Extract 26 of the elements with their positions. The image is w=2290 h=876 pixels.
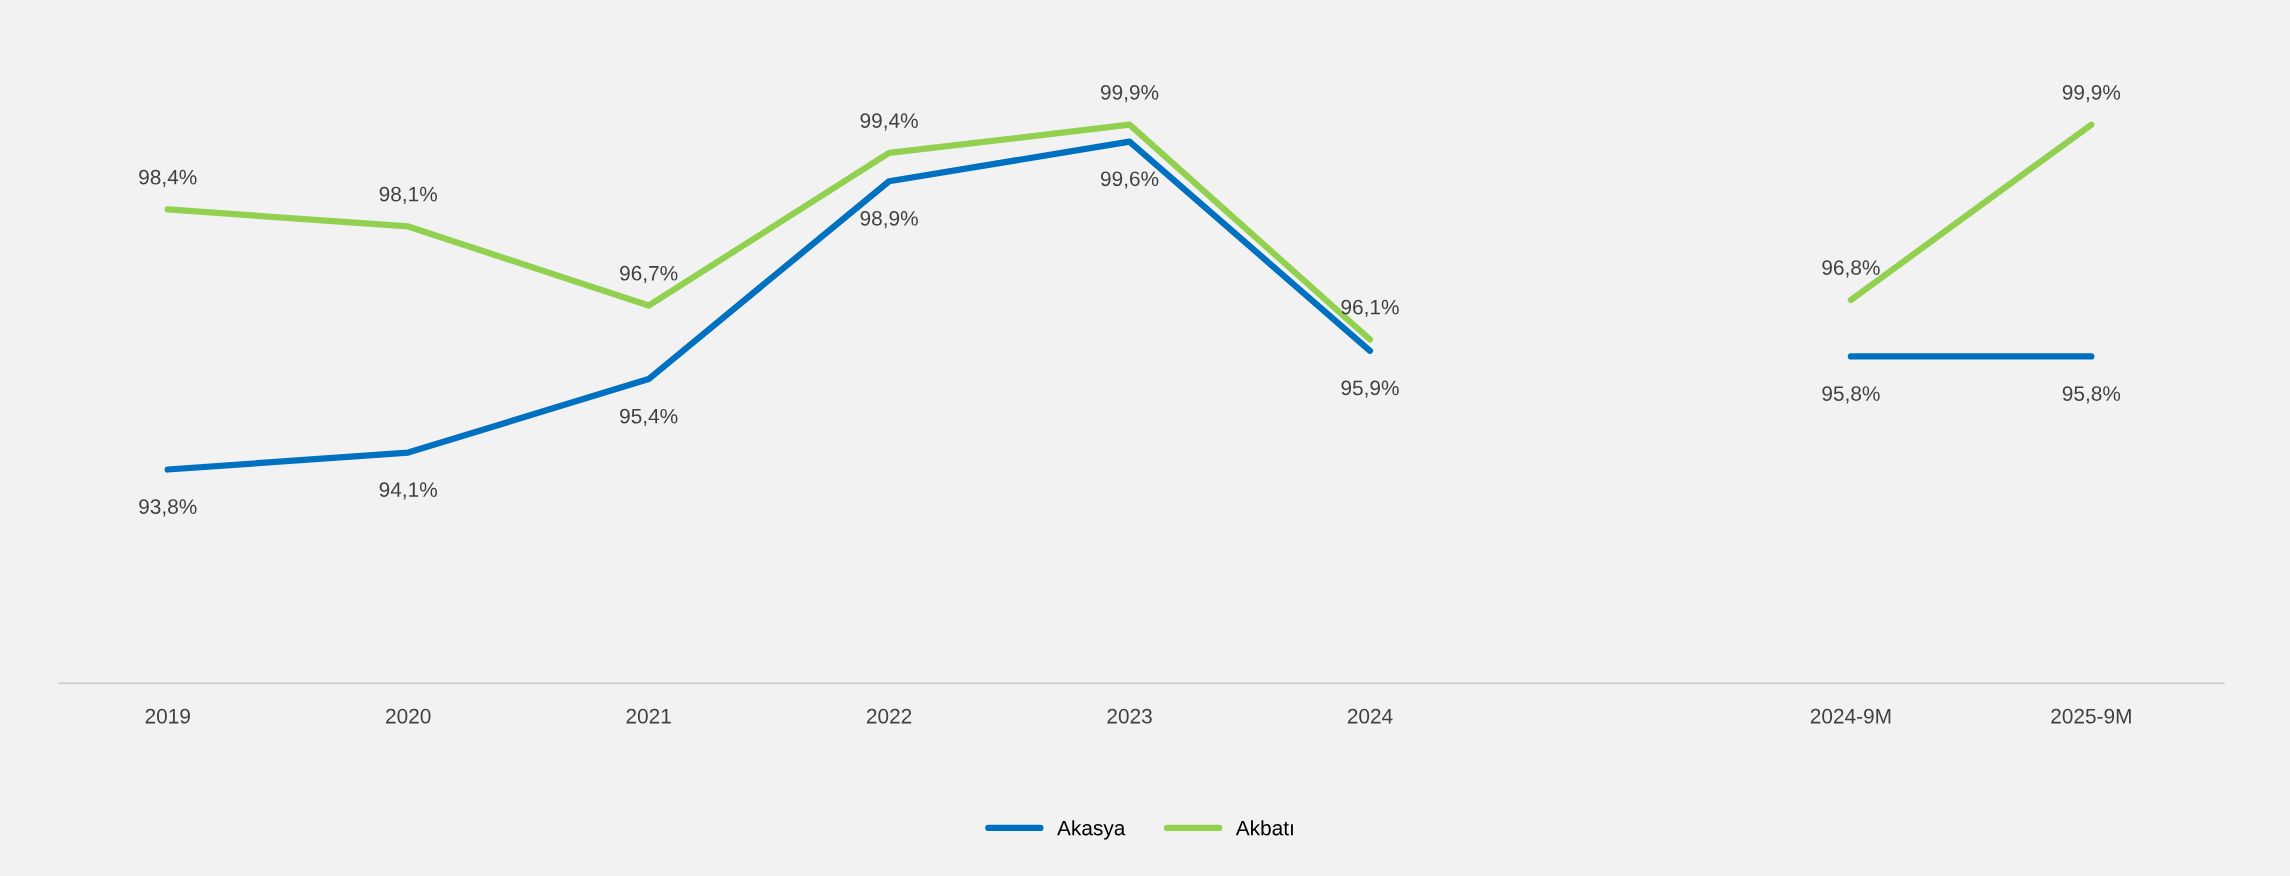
x-tick-label: 2020 — [386, 708, 431, 724]
data-label: 96,7% — [620, 265, 678, 284]
x-tick-label: 2024-9M — [1810, 708, 1891, 724]
data-label: 99,6% — [1100, 171, 1159, 189]
data-label: 99,4% — [860, 113, 918, 131]
data-label: 99,9% — [1100, 84, 1159, 103]
data-label: 95,8% — [2062, 386, 2121, 404]
data-label: 96,8% — [1822, 260, 1880, 278]
data-label: 93,8% — [139, 499, 197, 517]
x-tick-label: 2022 — [866, 708, 912, 724]
data-label: 95,4% — [620, 408, 678, 426]
data-label: 95,9% — [1341, 380, 1399, 398]
data-label: 99,9% — [2062, 84, 2121, 103]
data-label: 98,9% — [860, 210, 918, 229]
x-tick-label: 2025-9M — [2051, 708, 2131, 724]
x-tick-label: 2019 — [145, 708, 190, 724]
legend-label: Akbatı — [1235, 820, 1293, 836]
data-label: 94,1% — [379, 482, 437, 500]
data-label: 95,8% — [1822, 386, 1880, 404]
x-tick-label: 2024 — [1347, 708, 1393, 724]
data-label: 96,1% — [1341, 299, 1399, 317]
data-label: 98,4% — [139, 169, 197, 187]
data-label: 98,1% — [379, 186, 437, 204]
x-tick-label: 2023 — [1107, 708, 1152, 724]
legend-label: Akasya — [1057, 820, 1126, 840]
x-tick-label: 2021 — [626, 708, 671, 724]
